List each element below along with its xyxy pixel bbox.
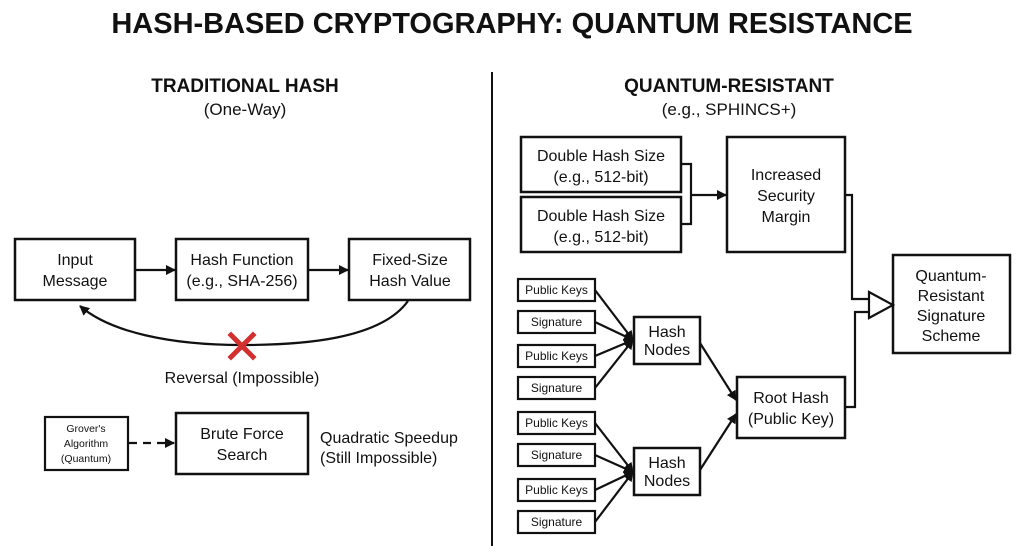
- box-label: (e.g., 512-bit): [553, 169, 648, 186]
- signature-box: Signature: [516, 375, 597, 401]
- box-label: Nodes: [644, 342, 690, 359]
- quadratic-label: Quadratic Speedup: [320, 430, 458, 447]
- box-label: Public Keys: [525, 483, 588, 497]
- box-label: Signature: [531, 315, 583, 329]
- box-label: Resistant: [918, 288, 985, 305]
- box-label: Quantum-: [915, 268, 986, 285]
- box-label: Signature: [531, 381, 583, 395]
- grover-box: Grover's Algorithm (Quantum): [43, 415, 130, 472]
- public-keys-box: Public Keys: [516, 410, 597, 436]
- box-label: Hash: [648, 324, 685, 341]
- root-hash-box: Root Hash (Public Key): [735, 375, 847, 440]
- root-to-scheme-line: [845, 310, 872, 409]
- hash-nodes-box-1: Hash Nodes: [632, 315, 702, 366]
- arrow-leaf-to-node: [594, 471, 634, 523]
- box-label: Double Hash Size: [537, 148, 665, 165]
- hash-nodes-box-2: Hash Nodes: [632, 446, 702, 497]
- box-label: Hash Value: [369, 273, 451, 290]
- security-margin-box: Increased Security Margin: [725, 135, 847, 254]
- box-label: Signature: [531, 515, 583, 529]
- box-label: Hash Function: [190, 252, 293, 269]
- right-heading: QUANTUM-RESISTANT: [624, 76, 834, 97]
- box-label: Public Keys: [525, 283, 588, 297]
- public-keys-box: Public Keys: [516, 343, 597, 369]
- box-label: Signature: [917, 308, 986, 325]
- hash-value-box: Fixed-Size Hash Value: [347, 237, 472, 302]
- arrow-nodes1-to-root: [699, 342, 737, 401]
- arrow-leaf-to-node: [594, 453, 634, 474]
- box-label: Message: [43, 273, 108, 290]
- signature-box: Signature: [516, 509, 597, 535]
- input-message-box: Input Message: [13, 237, 137, 302]
- box-label: (Quantum): [61, 453, 111, 465]
- signature-box: Signature: [516, 309, 597, 335]
- bracket-connector: [681, 162, 693, 226]
- still-impossible-label: (Still Impossible): [320, 450, 437, 467]
- cross-icon: [227, 331, 257, 361]
- public-keys-box: Public Keys: [516, 477, 597, 503]
- box-label: Search: [217, 447, 268, 464]
- box-label: (Public Key): [748, 411, 834, 428]
- box-label: Input: [57, 252, 93, 269]
- box-label: Fixed-Size: [372, 252, 448, 269]
- double-hash-box-2: Double Hash Size (e.g., 512-bit): [519, 195, 683, 254]
- reversal-label: Reversal (Impossible): [165, 370, 320, 387]
- box-label: Margin: [762, 209, 811, 226]
- double-hash-box-1: Double Hash Size (e.g., 512-bit): [519, 135, 683, 194]
- margin-to-scheme-line: [845, 193, 872, 301]
- arrow-leaf-to-node: [594, 339, 634, 389]
- public-keys-box: Public Keys: [516, 277, 597, 303]
- box-label: Hash: [648, 455, 685, 472]
- box-label: (e.g., 512-bit): [553, 229, 648, 246]
- arrow-nodes2-to-root: [699, 413, 737, 471]
- hollow-arrow-icon: [867, 290, 896, 320]
- scheme-box: Quantum- Resistant Signature Scheme: [891, 253, 1012, 355]
- reversal-arrow: [79, 300, 409, 347]
- left-heading: TRADITIONAL HASH: [151, 76, 339, 97]
- box-label: Public Keys: [525, 416, 588, 430]
- box-label: Brute Force: [200, 426, 284, 443]
- box-label: Public Keys: [525, 349, 588, 363]
- right-subheading: (e.g., SPHINCS+): [662, 100, 797, 119]
- signature-box: Signature: [516, 442, 597, 468]
- box-label: Double Hash Size: [537, 208, 665, 225]
- leaf-boxes: Public Keys Signature Public Keys Signature…: [516, 277, 634, 535]
- box-label: Security: [757, 188, 815, 205]
- box-label: Grover's: [66, 423, 105, 435]
- left-subheading: (One-Way): [204, 100, 287, 119]
- box-label: Nodes: [644, 473, 690, 490]
- box-label: (e.g., SHA-256): [186, 273, 297, 290]
- box-label: Signature: [531, 448, 583, 462]
- arrow-leaf-to-node: [594, 289, 634, 341]
- hash-function-box: Hash Function (e.g., SHA-256): [174, 237, 310, 302]
- box-label: Scheme: [922, 328, 981, 345]
- box-label: Algorithm: [64, 438, 109, 450]
- arrow-leaf-to-node: [594, 321, 634, 341]
- brute-force-box: Brute Force Search: [174, 411, 310, 476]
- box-label: Increased: [751, 167, 821, 184]
- box-label: Root Hash: [753, 390, 829, 407]
- diagram-title: HASH-BASED CRYPTOGRAPHY: QUANTUM RESISTA…: [111, 8, 912, 40]
